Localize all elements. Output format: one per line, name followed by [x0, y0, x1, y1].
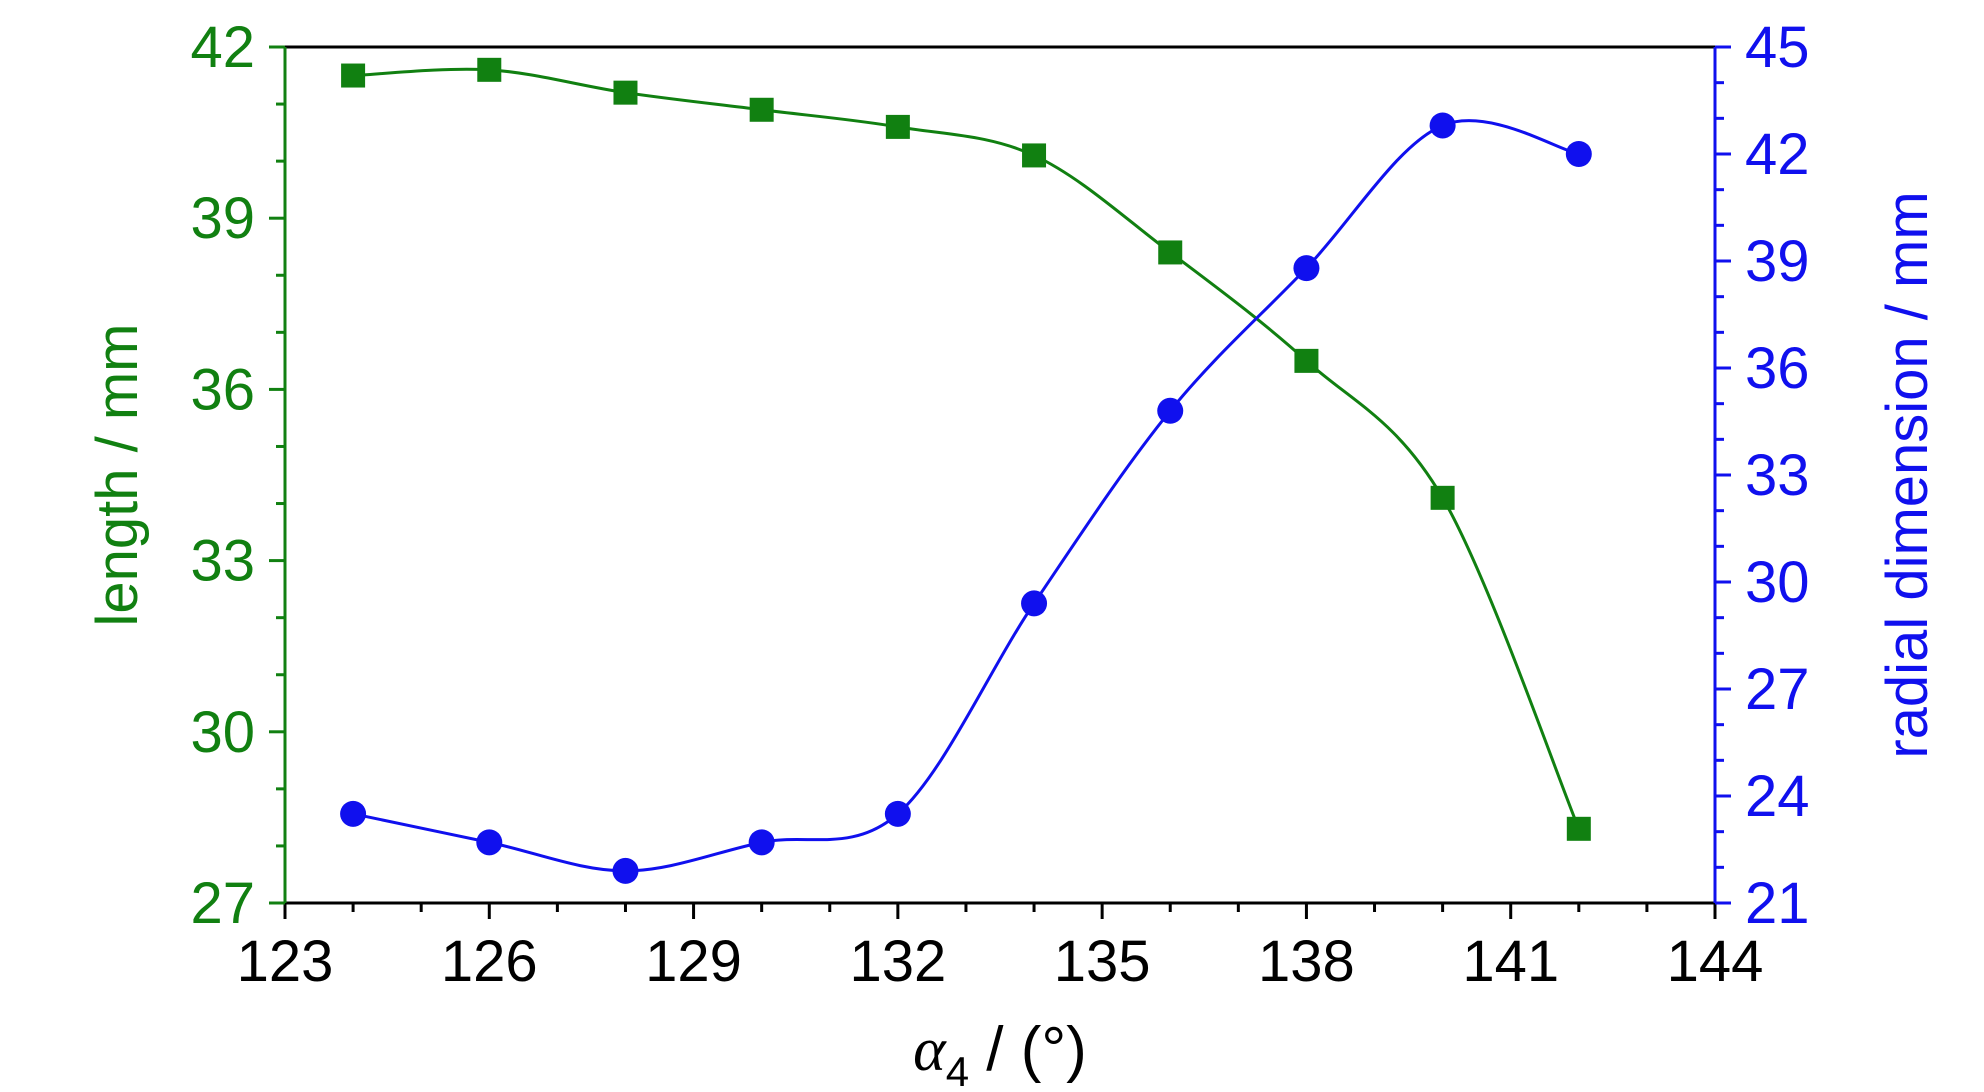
radial-dimension-data-point — [1429, 112, 1456, 139]
x-tick-label: 144 — [1667, 929, 1764, 994]
x-tick-label: 126 — [441, 929, 538, 994]
x-tick-label: 123 — [237, 929, 334, 994]
radial-dimension-data-point — [476, 829, 503, 856]
right-y-tick-label: 42 — [1745, 122, 1810, 187]
left-y-tick-label: 30 — [190, 700, 255, 765]
x-tick-label: 129 — [645, 929, 742, 994]
right-y-tick-label: 45 — [1745, 15, 1810, 80]
radial-dimension-data-point — [1021, 590, 1048, 617]
left-y-tick-label: 39 — [190, 186, 255, 251]
left-y-tick-label: 33 — [190, 529, 255, 594]
length-data-point — [1430, 485, 1455, 510]
x-tick-label: 135 — [1054, 929, 1151, 994]
left-y-tick-label: 42 — [190, 15, 255, 80]
right-y-tick-label: 30 — [1745, 550, 1810, 615]
length-data-point — [477, 57, 502, 82]
length-data-point — [341, 63, 366, 88]
x-axis-title-subscript: 4 — [946, 1048, 969, 1087]
x-tick-label: 132 — [849, 929, 946, 994]
radial-dimension-data-point — [1293, 255, 1320, 282]
radial-dimension-series-line — [352, 119, 1580, 873]
x-axis-title-unit: / (°) — [969, 1015, 1087, 1084]
length-data-point — [1294, 348, 1319, 373]
x-tick-label: 141 — [1462, 929, 1559, 994]
right-y-axis-title: radial dimension / mm — [1875, 191, 1940, 758]
right-y-tick-label: 21 — [1745, 871, 1810, 936]
x-axis-title: α4 / (°) — [913, 1015, 1087, 1087]
right-y-tick-label: 36 — [1745, 336, 1810, 401]
length-data-point — [749, 97, 774, 122]
length-data-point — [613, 80, 638, 105]
right-y-tick-label: 27 — [1745, 657, 1810, 722]
length-data-point — [1158, 240, 1183, 265]
radial-dimension-data-point — [612, 857, 639, 884]
left-y-tick-label: 36 — [190, 357, 255, 422]
length-data-point — [1566, 816, 1591, 841]
length-series-line — [353, 67, 1581, 830]
radial-dimension-data-point — [1157, 397, 1184, 424]
length-data-point — [1022, 143, 1047, 168]
left-y-axis-title: length / mm — [85, 324, 150, 627]
radial-dimension-data-point — [748, 829, 775, 856]
left-y-tick-label: 27 — [190, 871, 255, 936]
x-axis-title-symbol: α — [913, 1016, 947, 1084]
radial-dimension-data-point — [884, 800, 911, 827]
radial-dimension-data-point — [340, 800, 367, 827]
right-y-tick-label: 24 — [1745, 764, 1810, 829]
length-data-point — [885, 114, 910, 139]
right-y-tick-label: 33 — [1745, 443, 1810, 508]
radial-dimension-data-point — [1565, 141, 1592, 167]
x-tick-label: 138 — [1258, 929, 1355, 994]
right-y-tick-label: 39 — [1745, 229, 1810, 294]
